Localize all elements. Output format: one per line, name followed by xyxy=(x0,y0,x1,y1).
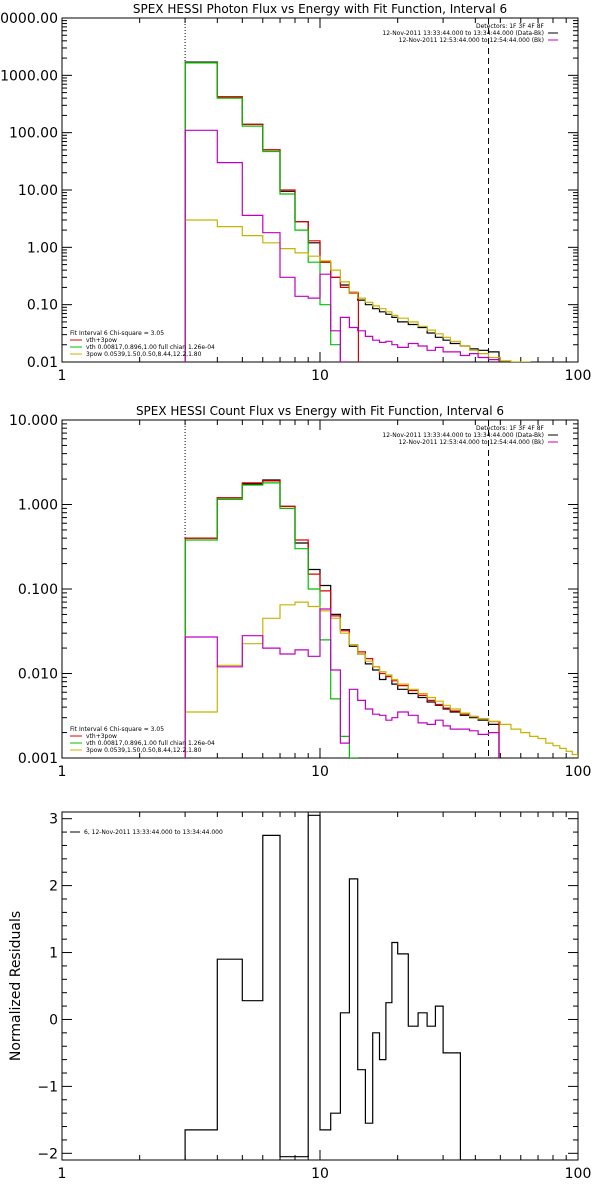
legend-bottom-text-1-0: Fit Interval 6 Chi-square = 3.05 xyxy=(70,726,164,733)
legend-top-text-1-1: 12-Nov-2011 13:33:44.000 to 13:34:44.000… xyxy=(382,432,544,439)
x-tick-label-2-0: 1 xyxy=(58,1166,67,1182)
series-line-0-4 xyxy=(184,129,351,362)
x-tick-label-1-2: 100 xyxy=(565,764,592,780)
series-line-0-3 xyxy=(184,219,531,362)
legend-top-text-0-1: 12-Nov-2011 13:33:44.000 to 13:34:44.000… xyxy=(382,30,544,37)
x-tick-label-0-2: 100 xyxy=(565,368,592,384)
x-tick-label-2-1: 10 xyxy=(311,1166,329,1182)
series-line-1-3 xyxy=(184,601,578,758)
x-tick-label-1-1: 10 xyxy=(311,764,329,780)
y-tick-label-1-1: 0.010 xyxy=(18,667,58,683)
y-axis-label-2: Normalized Residuals xyxy=(8,911,24,1061)
y-tick-label-2-0: −2 xyxy=(37,1146,58,1162)
series-line-0-0 xyxy=(184,61,500,362)
legend-top-text-1-2: 12-Nov-2011 12:53:44.000 to 12:54:44.000… xyxy=(399,439,544,446)
y-tick-label-2-3: 1 xyxy=(49,946,58,962)
series-line-1-1 xyxy=(184,480,500,758)
chart-title-1: SPEX HESSI Count Flux vs Energy with Fit… xyxy=(136,404,504,418)
legend-bottom-text-0-1: vth+3pow xyxy=(86,337,117,344)
legend-top-text-0-0: Detectors: 1F 3F 4F 8F xyxy=(476,23,545,30)
y-tick-label-0-2: 1.00 xyxy=(27,240,58,256)
y-tick-label-0-5: 1000.00 xyxy=(0,68,58,84)
y-tick-label-0-1: 0.10 xyxy=(27,298,58,314)
x-tick-label-2-2: 100 xyxy=(565,1166,592,1182)
series-line-2-0 xyxy=(184,814,499,1160)
y-tick-label-0-4: 100.00 xyxy=(9,126,58,142)
x-tick-label-0-1: 10 xyxy=(311,368,329,384)
y-tick-label-2-4: 2 xyxy=(49,879,58,895)
legend-bottom-text-1-1: vth+3pow xyxy=(86,733,117,740)
y-tick-label-1-2: 0.100 xyxy=(18,582,58,598)
y-tick-label-1-0: 0.001 xyxy=(18,751,58,767)
x-tick-label-1-0: 1 xyxy=(58,764,67,780)
legend-bottom-text-0-3: 3pow 0.0539,1.50,0.50,8.44,12.2,1.80 xyxy=(86,351,202,358)
legend-top-text-2-0: 6, 12-Nov-2011 13:33:44.000 to 13:34:44.… xyxy=(84,829,223,836)
y-tick-label-0-3: 10.00 xyxy=(18,183,58,199)
legend-top-text-1-0: Detectors: 1F 3F 4F 8F xyxy=(476,425,545,432)
series-line-1-4 xyxy=(184,608,500,758)
y-tick-label-2-2: 0 xyxy=(49,1012,58,1028)
plot-frame-0 xyxy=(61,17,579,363)
legend-top-text-0-2: 12-Nov-2011 12:53:44.000 to 12:54:44.000… xyxy=(399,37,544,44)
y-tick-label-1-4: 10.000 xyxy=(9,413,58,429)
x-tick-label-0-0: 1 xyxy=(58,368,67,384)
y-tick-label-0-0: 0.01 xyxy=(27,355,58,371)
y-tick-label-2-1: −1 xyxy=(37,1079,58,1095)
y-tick-label-2-5: 3 xyxy=(49,812,58,828)
legend-bottom-text-0-0: Fit Interval 6 Chi-square = 3.05 xyxy=(70,330,164,337)
series-line-0-2 xyxy=(184,62,351,362)
series-line-1-2 xyxy=(184,482,359,758)
legend-bottom-text-1-3: 3pow 0.0539,1.50,0.50,8.44,12.2,1.80 xyxy=(86,747,202,754)
legend-bottom-text-0-2: vth 0.00817,0.896,1.00 full chian 1.26e-… xyxy=(86,344,215,351)
legend-bottom-text-1-2: vth 0.00817,0.896,1.00 full chian 1.26e-… xyxy=(86,740,215,747)
y-tick-label-1-3: 1.000 xyxy=(18,498,58,514)
chart-title-0: SPEX HESSI Photon Flux vs Energy with Fi… xyxy=(133,2,507,16)
series-line-0-5 xyxy=(339,316,500,362)
series-line-1-0 xyxy=(184,479,500,758)
series-line-0-1 xyxy=(184,62,359,362)
y-tick-label-0-6: 10000.00 xyxy=(0,11,58,27)
